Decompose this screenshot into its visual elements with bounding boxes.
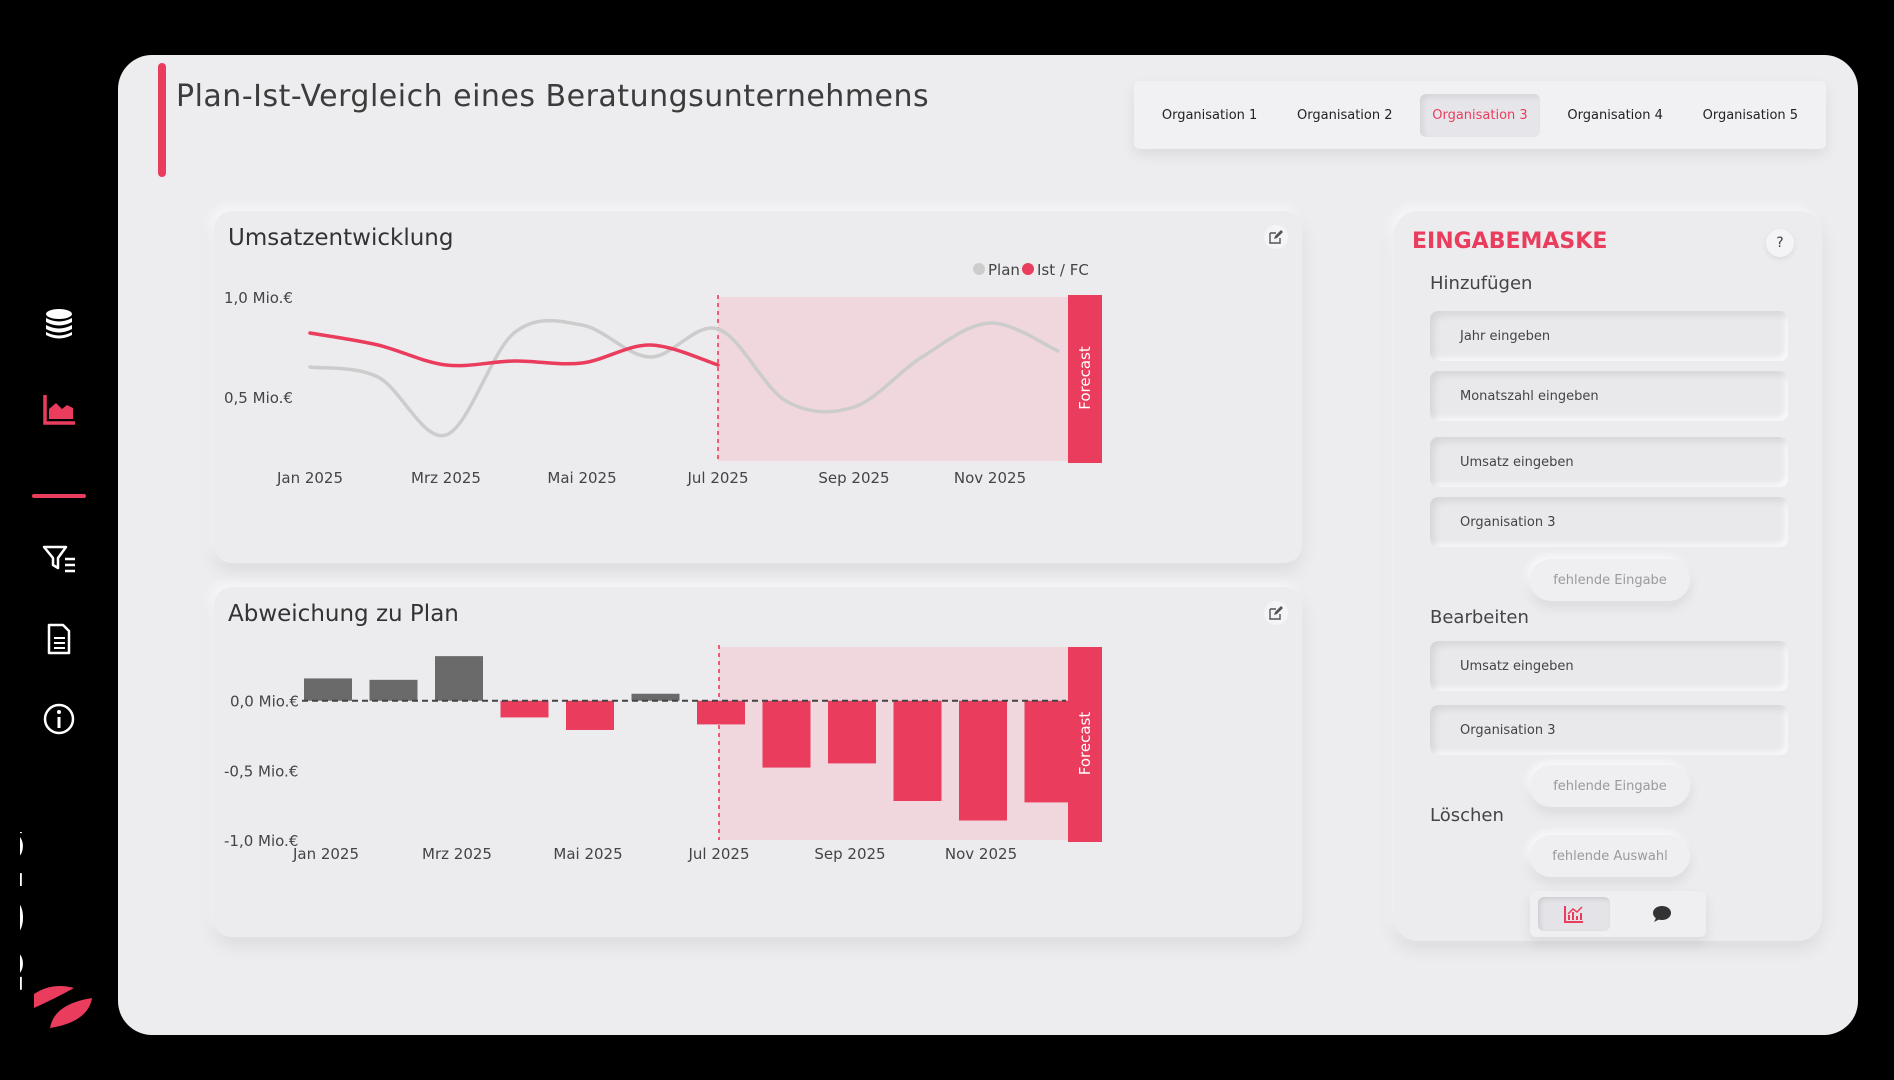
- info-icon[interactable]: [36, 696, 82, 742]
- delete-submit-button[interactable]: fehlende Auswahl: [1530, 835, 1690, 877]
- legend-plan-marker: [973, 263, 985, 275]
- deviation-bar: [1024, 700, 1073, 803]
- comment-view-button[interactable]: [1626, 897, 1698, 931]
- organisation-select[interactable]: Organisation 3: [1430, 497, 1788, 547]
- deviation-bar: [959, 700, 1007, 821]
- deviation-bar-chart: Forecast 0,0 Mio.€ -0,5 Mio.€ -1,0 Mio.€Jan…: [224, 645, 1102, 863]
- legend-plan-label: Plan: [988, 261, 1020, 279]
- active-indicator: [32, 494, 86, 498]
- tab-organisation-1[interactable]: Organisation 1: [1161, 107, 1258, 123]
- tab-organisation-2[interactable]: Organisation 2: [1297, 107, 1393, 123]
- edit-submit-button[interactable]: fehlende Eingabe: [1530, 765, 1690, 807]
- filter-list-icon[interactable]: [36, 536, 82, 582]
- deviation-bar: [762, 700, 811, 768]
- deviation-bar: [631, 693, 680, 701]
- x-tick-label: Jan 2025: [276, 469, 343, 487]
- y-tick-label: 1,0 Mio.€: [224, 289, 293, 307]
- chat-icon: [1653, 906, 1671, 922]
- forecast-band: [1068, 295, 1102, 463]
- x-tick-label: Jan 2025: [292, 845, 359, 863]
- deviation-bar: [893, 700, 942, 801]
- tab-organisation-5[interactable]: Organisation 5: [1702, 107, 1799, 123]
- y-tick-label: 0,5 Mio.€: [224, 389, 293, 407]
- deviation-chart-title: Abweichung zu Plan: [228, 601, 459, 627]
- add-section-label: Hinzufügen: [1430, 273, 1533, 294]
- edit-revenue-input[interactable]: Umsatz eingeben: [1430, 641, 1788, 691]
- x-tick-label: Mrz 2025: [422, 845, 492, 863]
- y-tick-label: 0,0 Mio.€: [230, 693, 299, 711]
- year-input[interactable]: Jahr eingeben: [1430, 311, 1788, 361]
- deviation-bar: [697, 700, 745, 725]
- edit-section-label: Bearbeiten: [1430, 607, 1529, 628]
- deviation-chart-card: Forecast 0,0 Mio.€ -0,5 Mio.€ -1,0 Mio.€ Jan…: [214, 587, 1302, 937]
- x-tick-label: Nov 2025: [954, 469, 1026, 487]
- revenue-chart-title: Umsatzentwicklung: [228, 225, 454, 251]
- edit-icon[interactable]: [1264, 225, 1288, 249]
- x-tick-label: Sep 2025: [814, 845, 885, 863]
- x-tick-label: Mrz 2025: [411, 469, 481, 487]
- title-accent-bar: [158, 63, 166, 177]
- revenue-line-chart: Forecast 1,0 Mio.€ 0,5 Mio.€ Jan 2025 Mrz 20…: [224, 261, 1102, 487]
- x-tick-label: Mai 2025: [553, 845, 622, 863]
- forecast-label: Forecast: [1076, 346, 1094, 410]
- chart-view-button[interactable]: [1538, 897, 1610, 931]
- ist-series-line: [308, 331, 720, 368]
- y-tick-label: -0,5 Mio.€: [224, 762, 298, 780]
- logo-wordmark: bold: [20, 832, 40, 996]
- delete-section-label: Löschen: [1430, 805, 1504, 826]
- chart-icon: [1564, 906, 1583, 923]
- revenue-chart-card: Forecast 1,0 Mio.€ 0,5 Mio.€ Jan 2025 Mrz 20…: [214, 211, 1302, 563]
- deviation-bar: [369, 679, 418, 701]
- brand-logo: bold: [20, 832, 92, 1028]
- main-panel: Plan-Ist-Vergleich eines Beratungsuntern…: [118, 55, 1858, 1035]
- x-tick-label: Nov 2025: [945, 845, 1017, 863]
- organisation-tabs: Organisation 1 Organisation 2 Organisati…: [1134, 81, 1826, 149]
- revenue-input[interactable]: Umsatz eingeben: [1430, 437, 1788, 487]
- deviation-bar: [304, 678, 352, 701]
- sidebar: bold: [0, 0, 118, 1080]
- legend-ist-label: Ist / FC: [1037, 261, 1089, 279]
- deviation-bar: [435, 656, 483, 701]
- y-tick-label: -1,0 Mio.€: [224, 832, 298, 850]
- x-tick-label: Jul 2025: [686, 469, 748, 487]
- deviation-bar: [828, 700, 876, 764]
- input-form-title: EINGABEMASKE: [1412, 229, 1608, 254]
- tab-organisation-4[interactable]: Organisation 4: [1567, 107, 1663, 123]
- month-input[interactable]: Monatszahl eingeben: [1430, 371, 1788, 421]
- forecast-band: [1068, 647, 1102, 842]
- tab-organisation-3[interactable]: Organisation 3: [1420, 93, 1540, 137]
- forecast-label: Forecast: [1076, 712, 1094, 776]
- legend-ist-marker: [1022, 263, 1034, 275]
- input-form-panel: EINGABEMASKE ? Hinzufügen Jahr eingeben …: [1394, 211, 1822, 941]
- x-tick-label: Sep 2025: [818, 469, 889, 487]
- x-tick-label: Mai 2025: [547, 469, 616, 487]
- deviation-bar: [500, 700, 549, 718]
- add-submit-button[interactable]: fehlende Eingabe: [1530, 559, 1690, 601]
- page-title: Plan-Ist-Vergleich eines Beratungsuntern…: [176, 79, 930, 114]
- edit-icon[interactable]: [1264, 601, 1288, 625]
- coins-icon[interactable]: [36, 300, 82, 346]
- deviation-bar: [566, 700, 614, 730]
- help-button[interactable]: ?: [1766, 229, 1794, 257]
- view-toggle: [1530, 891, 1706, 937]
- x-tick-label: Jul 2025: [687, 845, 749, 863]
- edit-organisation-select[interactable]: Organisation 3: [1430, 705, 1788, 755]
- document-icon[interactable]: [36, 616, 82, 662]
- area-chart-icon[interactable]: [36, 386, 82, 432]
